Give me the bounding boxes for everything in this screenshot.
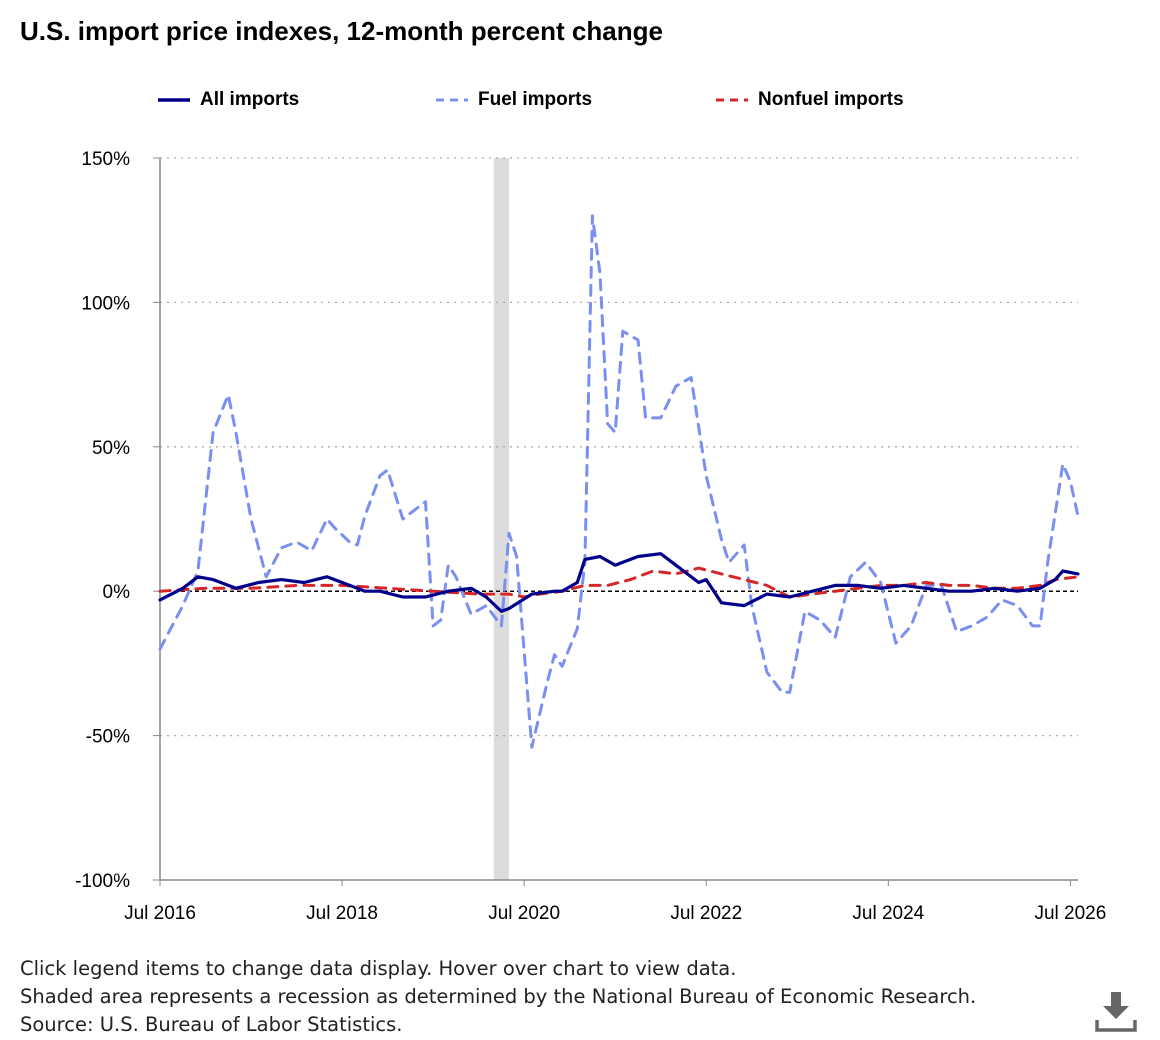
x-tick-label: Jul 2016 bbox=[124, 903, 196, 924]
x-tick-label: Jul 2018 bbox=[306, 903, 378, 924]
recession-band bbox=[493, 158, 509, 880]
chart-title: U.S. import price indexes, 12-month perc… bbox=[20, 16, 663, 46]
download-icon bbox=[1095, 992, 1137, 1032]
line-chart[interactable]: 150% 100% 50% 0% -50% -100% Jul 2016 Jul 2018 Ju… bbox=[0, 130, 1160, 930]
x-tick-label: Jul 2024 bbox=[852, 903, 924, 924]
legend-item-all-imports[interactable]: All imports bbox=[158, 86, 299, 114]
y-tick-label: 50% bbox=[92, 438, 130, 459]
legend-item-fuel-imports[interactable]: Fuel imports bbox=[436, 86, 592, 114]
y-tick-label: -50% bbox=[86, 727, 130, 748]
y-tick-label: 100% bbox=[81, 293, 130, 314]
download-button[interactable] bbox=[1094, 990, 1138, 1034]
x-tick-label: Jul 2026 bbox=[1034, 903, 1106, 924]
legend-label-fuel-imports: Fuel imports bbox=[478, 89, 593, 110]
note-recession: Shaded area represents a recession as de… bbox=[20, 985, 977, 1008]
legend-swatch-fuel-imports bbox=[436, 98, 468, 102]
x-tick-label: Jul 2020 bbox=[488, 903, 560, 924]
series-all-imports bbox=[158, 552, 1080, 613]
x-tick-label: Jul 2022 bbox=[670, 903, 742, 924]
legend: All imports Fuel imports Nonfuel imports bbox=[0, 86, 1160, 114]
series-nonfuel-imports bbox=[158, 566, 1080, 599]
legend-label-nonfuel-imports: Nonfuel imports bbox=[758, 89, 904, 110]
legend-item-nonfuel-imports[interactable]: Nonfuel imports bbox=[716, 86, 904, 114]
legend-swatch-nonfuel-imports bbox=[716, 98, 748, 102]
legend-swatch-all-imports bbox=[158, 98, 190, 102]
legend-label-all-imports: All imports bbox=[200, 89, 300, 110]
note-source: Source: U.S. Bureau of Labor Statistics. bbox=[20, 1013, 403, 1036]
y-tick-label: -100% bbox=[75, 871, 130, 892]
series-fuel-imports bbox=[158, 214, 1080, 749]
y-tick-label: 150% bbox=[81, 149, 130, 170]
note-instructions: Click legend items to change data displa… bbox=[20, 957, 737, 980]
chart-notes: Click legend items to change data displa… bbox=[20, 955, 976, 1039]
y-tick-label: 0% bbox=[103, 582, 131, 603]
